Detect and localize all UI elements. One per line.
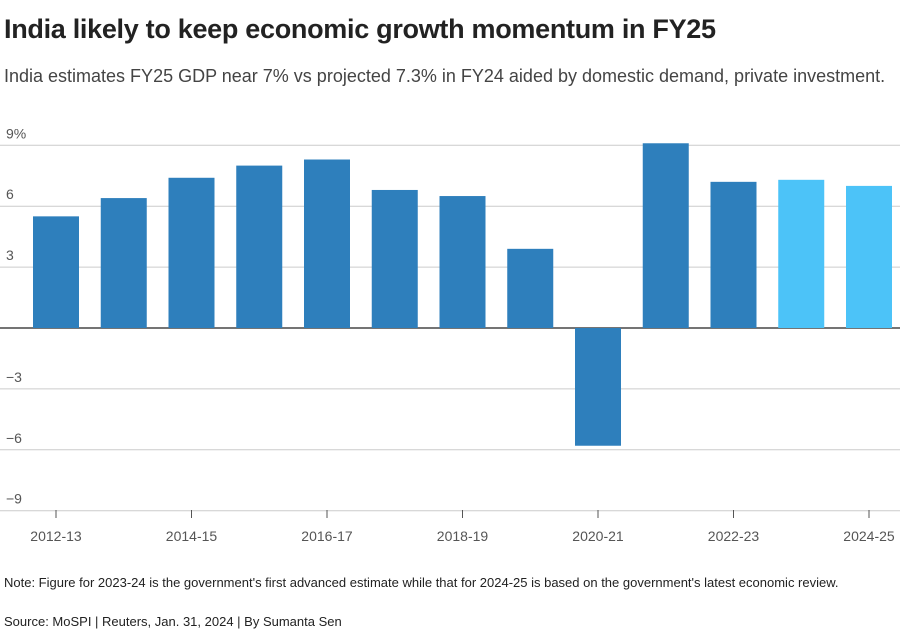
y-tick-label: 6 [6, 186, 14, 202]
chart-note: Note: Figure for 2023-24 is the governme… [4, 575, 839, 590]
bar-2014-15 [168, 177, 215, 328]
y-tick-label: 9% [6, 125, 26, 141]
chart-source: Source: MoSPI | Reuters, Jan. 31, 2024 |… [4, 614, 342, 629]
y-tick-label: −9 [6, 491, 22, 507]
y-tick-label: −6 [6, 430, 22, 446]
bar-2015-16 [236, 165, 283, 328]
chart-title: India likely to keep economic growth mom… [4, 14, 716, 44]
chart-subtitle: India estimates FY25 GDP near 7% vs proj… [4, 66, 886, 86]
y-tick-label: 3 [6, 247, 14, 263]
x-tick-label: 2024-25 [843, 528, 895, 544]
bar-2016-17 [304, 159, 350, 328]
bar-2013-14 [100, 198, 147, 328]
bar-2024-25 [846, 185, 892, 328]
bar-2019-20 [507, 248, 554, 328]
bar-2017-18 [371, 189, 418, 328]
bar-chart: 9% 6 3 −3 −6 −9 2012-13 2014-15 2016-17 2018-19 20… [0, 125, 900, 544]
x-tick-label: 2020-21 [572, 528, 624, 544]
x-tick-label: 2012-13 [30, 528, 82, 544]
bar-2022-23 [710, 181, 757, 328]
x-tick-label: 2016-17 [301, 528, 353, 544]
bar-2018-19 [439, 196, 486, 328]
y-tick-label: −3 [6, 369, 22, 385]
bar-2012-13 [33, 216, 79, 328]
bar-2021-22 [642, 143, 689, 328]
x-tick-label: 2018-19 [437, 528, 489, 544]
x-tick-label: 2022-23 [708, 528, 760, 544]
bar-2023-24 [778, 179, 825, 328]
x-tick-label: 2014-15 [166, 528, 218, 544]
bar-2020-21 [575, 328, 621, 446]
